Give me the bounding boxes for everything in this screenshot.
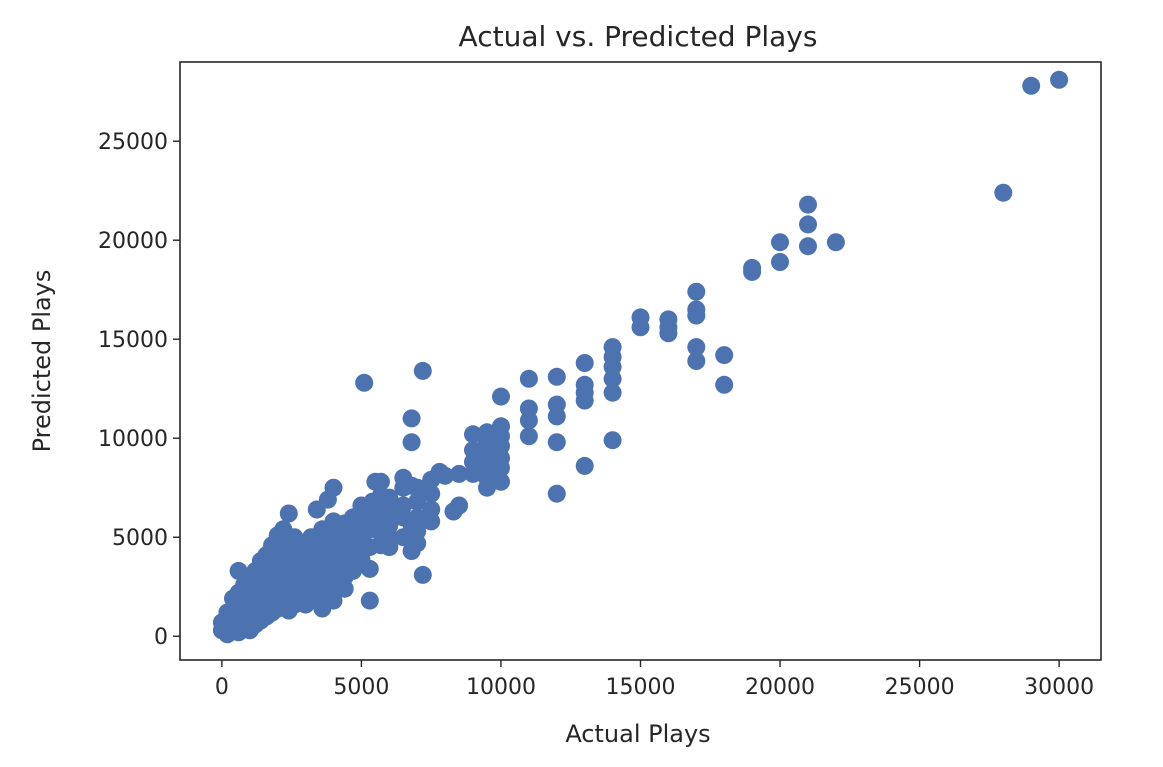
data-point bbox=[402, 433, 421, 452]
x-tick-label: 0 bbox=[215, 675, 229, 700]
data-point bbox=[575, 456, 594, 475]
data-point bbox=[519, 369, 538, 388]
data-point bbox=[413, 361, 432, 380]
x-tick-label: 5000 bbox=[333, 675, 389, 700]
x-tick-label: 20000 bbox=[745, 675, 815, 700]
x-tick-label: 30000 bbox=[1024, 675, 1094, 700]
data-point bbox=[603, 431, 622, 450]
data-point bbox=[408, 492, 427, 511]
y-axis-label: Predicted Plays bbox=[28, 270, 56, 453]
data-point bbox=[492, 458, 510, 477]
data-point bbox=[687, 338, 706, 357]
data-point bbox=[771, 253, 789, 271]
data-point bbox=[547, 407, 566, 426]
data-point bbox=[279, 504, 298, 523]
y-tick-label: 15000 bbox=[98, 328, 168, 353]
x-tick-label: 25000 bbox=[885, 675, 955, 700]
data-point bbox=[464, 464, 482, 483]
x-axis-label: Actual Plays bbox=[565, 720, 710, 748]
y-tick-label: 0 bbox=[154, 625, 168, 650]
data-point bbox=[575, 354, 594, 372]
x-tick-label: 15000 bbox=[606, 675, 676, 700]
y-tick-label: 10000 bbox=[98, 427, 168, 452]
data-point bbox=[360, 591, 379, 610]
data-point bbox=[394, 528, 413, 547]
data-point bbox=[402, 409, 421, 428]
data-point bbox=[492, 387, 510, 406]
data-point bbox=[603, 383, 622, 402]
data-point bbox=[519, 411, 538, 430]
data-point bbox=[307, 500, 326, 519]
data-point bbox=[478, 478, 496, 497]
data-point bbox=[413, 565, 432, 584]
data-point bbox=[394, 478, 413, 497]
data-point bbox=[547, 367, 566, 386]
data-point bbox=[355, 373, 374, 392]
data-point bbox=[1050, 70, 1069, 89]
data-point bbox=[547, 484, 566, 503]
data-point bbox=[687, 306, 706, 325]
y-axis-ticks: 0 5000 10000 15000 20000 25000 bbox=[98, 130, 180, 650]
data-point bbox=[450, 464, 469, 483]
data-point bbox=[402, 542, 421, 561]
data-point bbox=[422, 470, 441, 489]
data-point bbox=[799, 195, 817, 214]
data-point bbox=[215, 617, 234, 636]
data-point bbox=[464, 425, 482, 444]
data-point bbox=[799, 215, 817, 234]
data-point bbox=[687, 352, 706, 370]
data-point bbox=[994, 183, 1013, 202]
data-point bbox=[826, 233, 845, 252]
data-point bbox=[799, 237, 817, 256]
data-point bbox=[743, 262, 762, 281]
data-point bbox=[422, 484, 441, 503]
x-axis-ticks: 0 5000 10000 15000 20000 25000 30000 bbox=[215, 660, 1094, 700]
data-point bbox=[422, 512, 441, 531]
data-point bbox=[659, 324, 678, 343]
chart-title: Actual vs. Predicted Plays bbox=[459, 20, 818, 53]
y-tick-label: 25000 bbox=[98, 130, 168, 155]
data-point bbox=[771, 233, 789, 252]
data-point bbox=[631, 318, 650, 337]
data-point bbox=[394, 508, 413, 527]
data-point bbox=[1022, 76, 1041, 95]
points-layer bbox=[212, 70, 1069, 644]
data-point bbox=[366, 472, 385, 491]
x-tick-label: 10000 bbox=[466, 675, 536, 700]
data-point bbox=[519, 427, 538, 446]
data-point bbox=[444, 502, 463, 521]
data-point bbox=[603, 369, 622, 388]
data-point bbox=[575, 391, 594, 410]
data-point bbox=[715, 346, 734, 365]
y-tick-label: 5000 bbox=[112, 526, 168, 551]
data-point bbox=[547, 433, 566, 452]
data-point bbox=[229, 561, 248, 580]
data-point bbox=[715, 375, 734, 394]
data-point bbox=[687, 282, 706, 301]
y-tick-label: 20000 bbox=[98, 229, 168, 254]
data-point bbox=[492, 472, 510, 491]
